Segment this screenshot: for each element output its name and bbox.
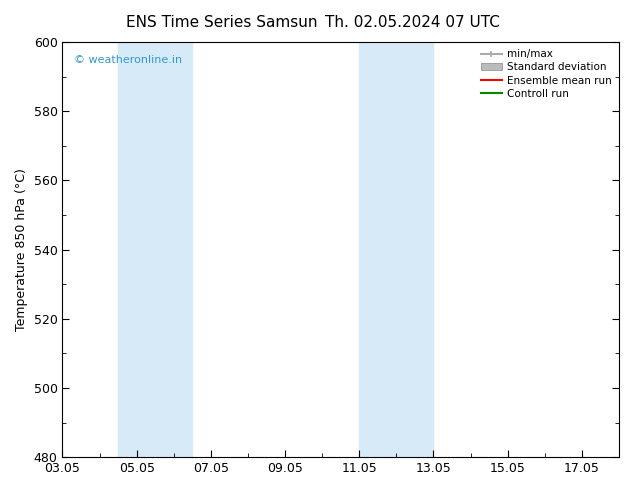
Text: © weatheronline.in: © weatheronline.in xyxy=(74,54,182,65)
Text: Th. 02.05.2024 07 UTC: Th. 02.05.2024 07 UTC xyxy=(325,15,500,30)
Text: ENS Time Series Samsun: ENS Time Series Samsun xyxy=(126,15,318,30)
Legend: min/max, Standard deviation, Ensemble mean run, Controll run: min/max, Standard deviation, Ensemble me… xyxy=(477,45,616,103)
Y-axis label: Temperature 850 hPa (°C): Temperature 850 hPa (°C) xyxy=(15,168,28,331)
Bar xyxy=(118,42,192,457)
Bar xyxy=(359,42,434,457)
